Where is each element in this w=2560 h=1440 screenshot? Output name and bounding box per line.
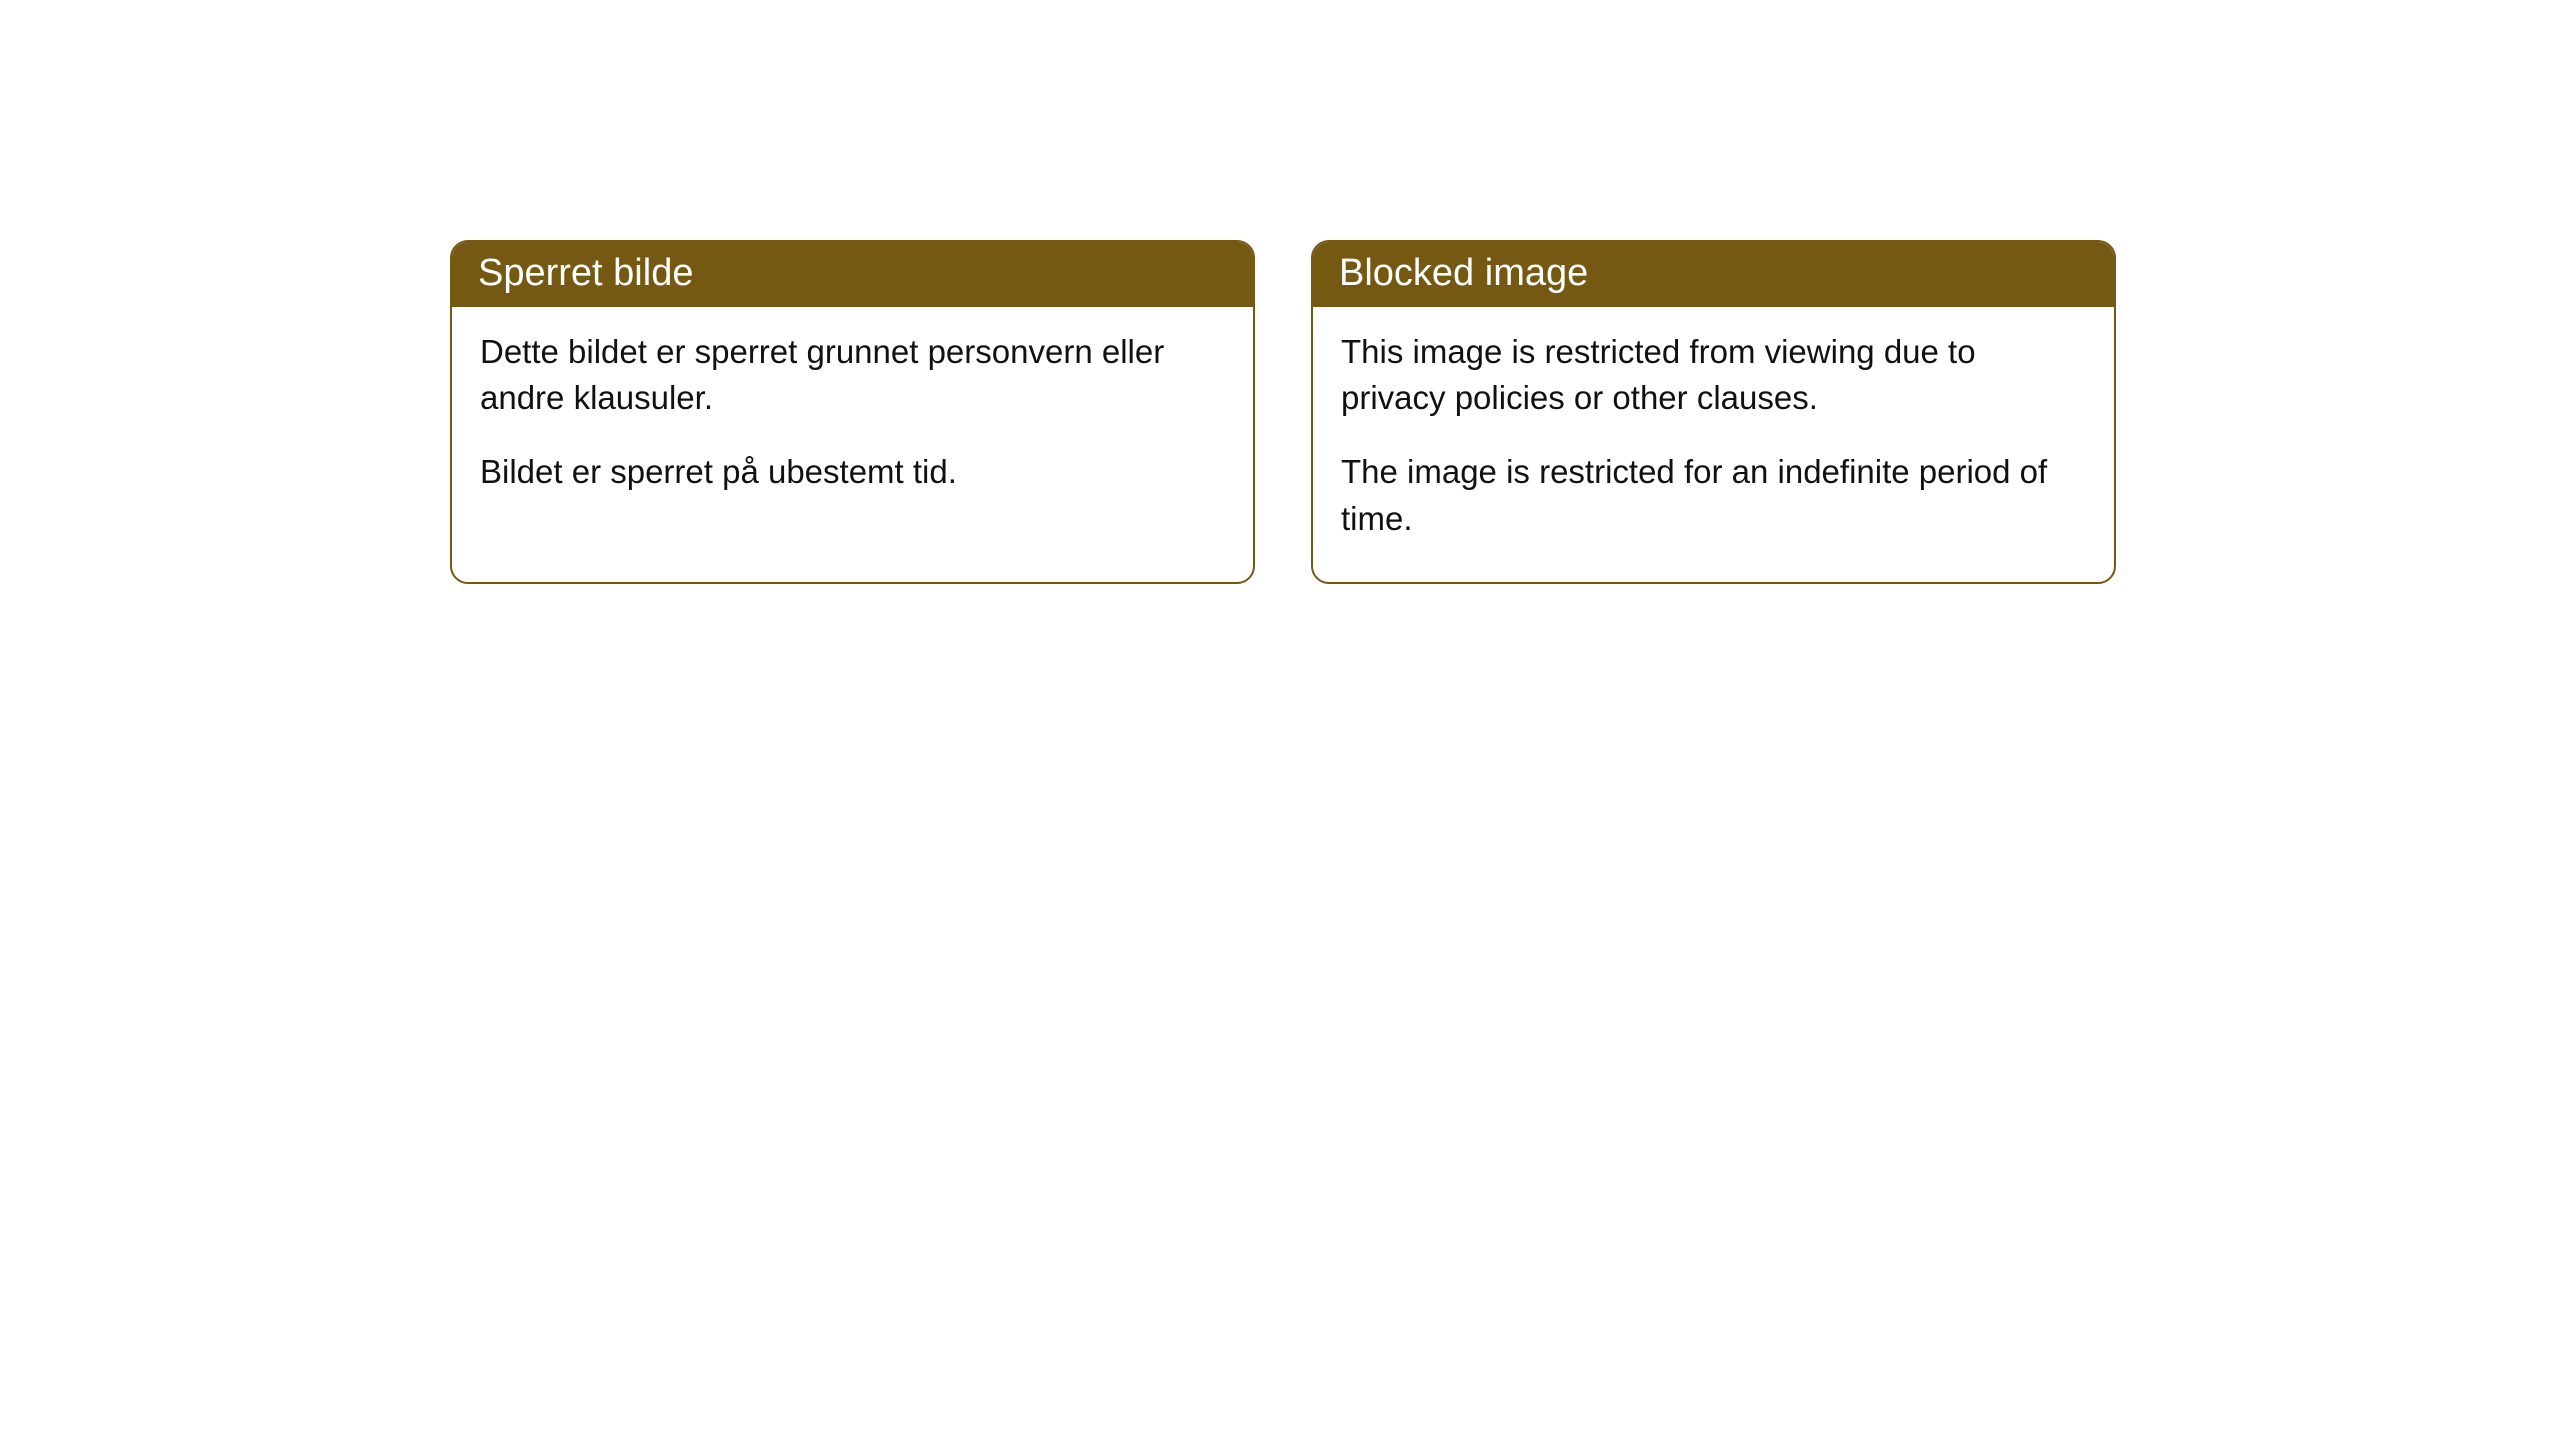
notice-text-right-1: This image is restricted from viewing du… (1341, 329, 2086, 421)
notice-body-right: This image is restricted from viewing du… (1313, 307, 2114, 582)
notice-text-left-1: Dette bildet er sperret grunnet personve… (480, 329, 1225, 421)
notice-text-left-2: Bildet er sperret på ubestemt tid. (480, 449, 1225, 495)
notice-card-left: Sperret bilde Dette bildet er sperret gr… (450, 240, 1255, 584)
notice-header-right: Blocked image (1313, 242, 2114, 307)
notice-card-right: Blocked image This image is restricted f… (1311, 240, 2116, 584)
notice-body-left: Dette bildet er sperret grunnet personve… (452, 307, 1253, 536)
notice-container: Sperret bilde Dette bildet er sperret gr… (0, 0, 2560, 584)
notice-header-left: Sperret bilde (452, 242, 1253, 307)
notice-text-right-2: The image is restricted for an indefinit… (1341, 449, 2086, 541)
